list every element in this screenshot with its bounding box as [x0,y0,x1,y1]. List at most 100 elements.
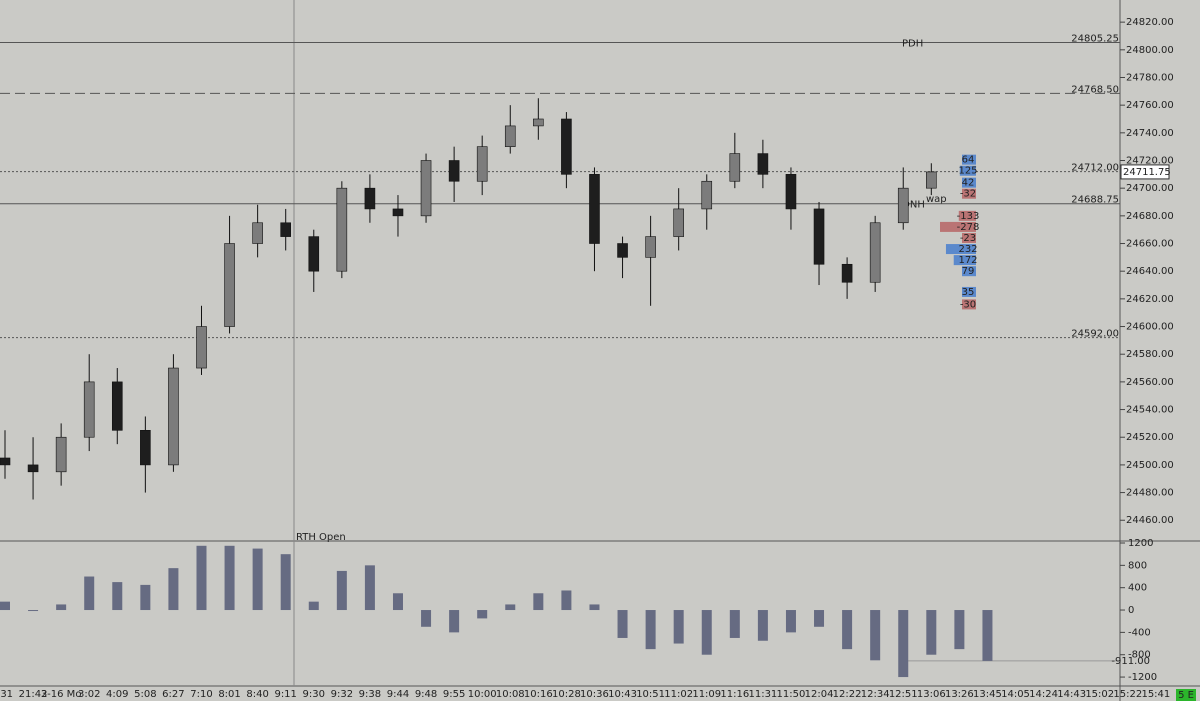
x-tick-label: 15:22 [1113,689,1142,700]
x-tick-label: 9:55 [443,689,465,700]
candle-body [111,381,123,431]
x-tick-label: 7:10 [190,689,212,700]
delta-box [962,177,976,188]
oscillator-bar [505,604,516,611]
x-tick-label: 10:08 [496,689,525,700]
oscillator-bar [392,593,403,611]
x-tick-label: 11:31 [748,689,777,700]
y-tick-label: -1200 [1128,672,1157,683]
candle-body [83,381,95,438]
level-label: 24805.25 [1071,34,1119,45]
y-tick-label: 24660.00 [1126,239,1174,250]
y-tick-label: 24700.00 [1126,183,1174,194]
candle-body [476,146,488,182]
level-name: ONH [902,200,925,211]
candle-body [617,243,628,258]
oscillator-bar [280,554,291,611]
oscillator-bar [533,593,544,611]
candle-body [364,187,376,210]
delta-label: 125 [958,166,977,177]
status-badge [1176,689,1196,701]
x-tick-label: 10:43 [608,689,637,700]
x-tick-label: 10:16 [524,689,553,700]
y-tick-label: 24680.00 [1126,211,1174,222]
delta-box [945,244,976,255]
oscillator-bar [252,548,263,611]
delta-box [958,210,976,221]
y-tick-label: 24640.00 [1126,266,1174,277]
candle-body [392,208,404,217]
delta-box [962,299,976,310]
candle-body [701,180,713,210]
x-tick-label: 3:02 [78,689,100,700]
candle-body [196,326,207,369]
last-price-label: 24711.75 [1123,167,1171,178]
y-tick-label: 24620.00 [1126,294,1174,305]
x-tick-label: 14:43 [1057,689,1086,700]
x-tick-label: 11:50 [777,689,806,700]
x-tick-label: 15:02 [1085,689,1114,700]
x-tick-label: 14:05 [1001,689,1030,700]
level-label: 24592.00 [1071,329,1119,340]
delta-label: -30 [960,299,976,310]
y-tick-label: 1200 [1128,538,1153,549]
x-tick-label: 11:16 [720,689,749,700]
x-tick-label: 12:51 [889,689,918,700]
x-tick-label: 8:01 [218,689,240,700]
annotation: RTH Open [296,532,346,543]
x-tick-label: 12:22 [833,689,862,700]
oscillator-bar [673,610,684,644]
oscillator-bar [785,610,796,633]
y-tick-label: 800 [1128,560,1147,571]
y-tick-label: 24480.00 [1126,488,1174,499]
y-tick-label: 0 [1128,605,1134,616]
oscillator-bar [617,610,628,638]
y-tick-label: 24740.00 [1126,128,1174,139]
y-tick-label: 24800.00 [1126,45,1174,56]
candle-body [729,153,741,182]
candle-body [168,367,179,466]
x-tick-label: 8:40 [246,689,268,700]
oscillator-bar [224,545,235,611]
x-tick-label: 9:32 [331,689,353,700]
y-tick-label: 24460.00 [1126,515,1174,526]
x-tick-label: 10:51 [636,689,665,700]
oscillator-bar [0,601,10,611]
oscillator-bar [729,610,740,638]
y-tick-label: 24540.00 [1126,405,1174,416]
oscillator-bar [954,610,965,650]
oscillator-bar [561,590,572,611]
y-tick-label: 24760.00 [1126,100,1174,111]
x-tick-label: 9:38 [359,689,381,700]
y-tick-label: 24820.00 [1126,17,1174,28]
x-tick-label: 10:00 [468,689,497,700]
candle-body [27,464,39,473]
delta-box [953,255,976,266]
delta-label: 172 [958,255,977,266]
candle-body [897,187,909,224]
delta-label: -278 [957,222,980,233]
oscillator-bar [140,584,151,611]
x-tick-label: 12:04 [805,689,834,700]
level-label: 24712.00 [1071,163,1119,174]
candle-body [140,430,151,466]
delta-box [959,165,976,176]
candle-body [589,174,600,244]
level-label: 24768.50 [1071,84,1119,95]
delta-box [962,232,976,243]
candle-body [841,263,853,283]
x-tick-label: 5:08 [134,689,156,700]
delta-label: -32 [960,189,976,200]
delta-box [962,154,976,165]
candle-body [533,118,544,127]
x-tick-label: 9:44 [387,689,409,700]
delta-label: 42 [962,178,975,189]
annotation: wap [926,194,947,205]
last-price-box [1120,164,1170,180]
x-tick-label: 9:11 [274,689,296,700]
oscillator-bar [477,610,488,619]
x-tick-label: 15:41 [1141,689,1170,700]
y-tick-label: -800 [1128,650,1151,661]
candle-body [448,160,460,182]
